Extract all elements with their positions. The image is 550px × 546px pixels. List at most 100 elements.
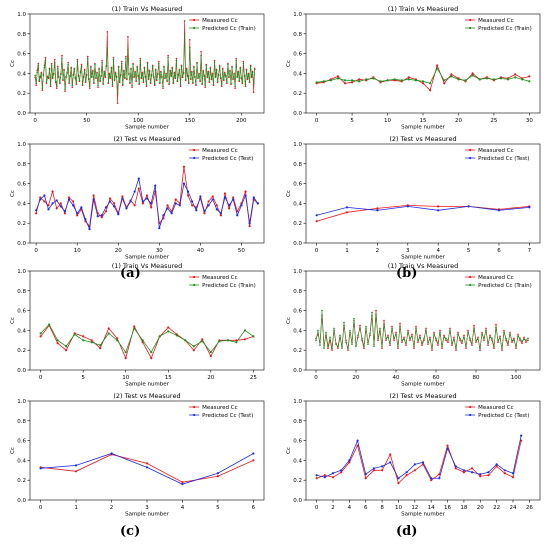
data-point [519,337,521,340]
data-point [67,61,69,64]
data-point [427,343,429,346]
y-tick-label: 0.8 [293,419,302,425]
legend-entry: Predicted Cc (Train) [478,26,532,32]
data-point [219,76,222,79]
data-point [379,80,382,83]
data-point [164,76,166,79]
data-point [411,333,413,336]
data-point [256,202,259,205]
data-point [61,54,63,57]
data-point [82,75,85,78]
data-point [34,74,36,77]
data-point [43,194,46,197]
data-point [340,471,343,474]
data-point [252,452,255,455]
data-point [230,82,232,85]
data-point [215,69,218,72]
x-tick-label: 1 [74,505,78,511]
data-point [100,75,102,78]
y-axis-label: Cc [10,317,16,324]
data-point [469,337,471,340]
data-point [150,206,153,209]
data-point [224,72,226,75]
data-point [252,82,255,85]
data-point [450,75,453,78]
y-axis-label: Cc [286,60,292,67]
data-point [443,82,446,85]
data-point [245,69,248,72]
data-point [201,340,204,343]
data-point [202,70,204,73]
y-tick-label: 0.4 [293,328,302,334]
data-point [495,323,497,326]
data-point [232,196,235,199]
legend-marker [193,148,196,152]
data-point [321,309,323,312]
data-point [414,79,418,82]
data-point [68,81,70,84]
data-point [204,84,207,87]
data-point [403,338,405,341]
data-point [345,206,349,209]
series-line-1 [34,33,256,94]
x-tick-label: 0 [39,375,43,381]
y-tick-label: 0.6 [293,439,302,445]
x-tick-label: 0 [34,248,38,254]
data-point [380,469,384,472]
x-tick-label: 20 [477,505,484,511]
data-point [213,61,216,64]
data-point [489,334,491,337]
data-point [437,205,440,208]
data-point [104,206,108,209]
data-point [514,73,517,76]
data-point [437,342,439,345]
data-point [123,70,125,73]
y-tick-label: 0.4 [293,201,302,207]
data-point [462,471,466,474]
x-tick-label: 200 [236,118,247,124]
data-point [90,341,93,344]
y-tick-label: 1.0 [17,399,26,405]
data-point [235,341,238,344]
data-point [204,86,207,89]
data-point [43,66,46,69]
y-tick-label: 0.0 [293,111,302,117]
data-point [325,331,327,334]
data-point [345,341,347,344]
data-point [503,329,505,332]
data-point [192,345,195,348]
data-point [495,326,497,329]
data-point [39,332,42,335]
data-point [356,444,359,447]
data-point [93,81,95,84]
data-point [191,204,194,207]
data-point [327,347,329,350]
x-tick-label: 4 [181,505,185,511]
data-point [80,63,83,66]
data-point [125,207,128,210]
data-point [405,342,407,345]
legend-marker [469,413,472,417]
data-point [471,72,474,75]
data-point [95,76,97,79]
plot-frame [305,400,541,501]
data-point [407,329,409,332]
data-point [228,204,231,207]
data-point [106,31,109,33]
data-point [433,331,435,334]
plot-frame [29,143,265,244]
data-point [509,331,511,334]
data-point [138,82,141,85]
data-point [56,339,59,342]
data-point [505,337,507,340]
data-point [421,342,423,345]
x-tick-label: 5 [350,118,354,124]
data-point [509,333,511,336]
chart-title: (1) Train Vs Measured [112,5,183,13]
data-point [511,341,513,344]
data-point [193,66,195,69]
data-point [166,79,168,82]
data-point [353,317,355,320]
data-point [242,60,245,63]
data-point [59,205,62,208]
